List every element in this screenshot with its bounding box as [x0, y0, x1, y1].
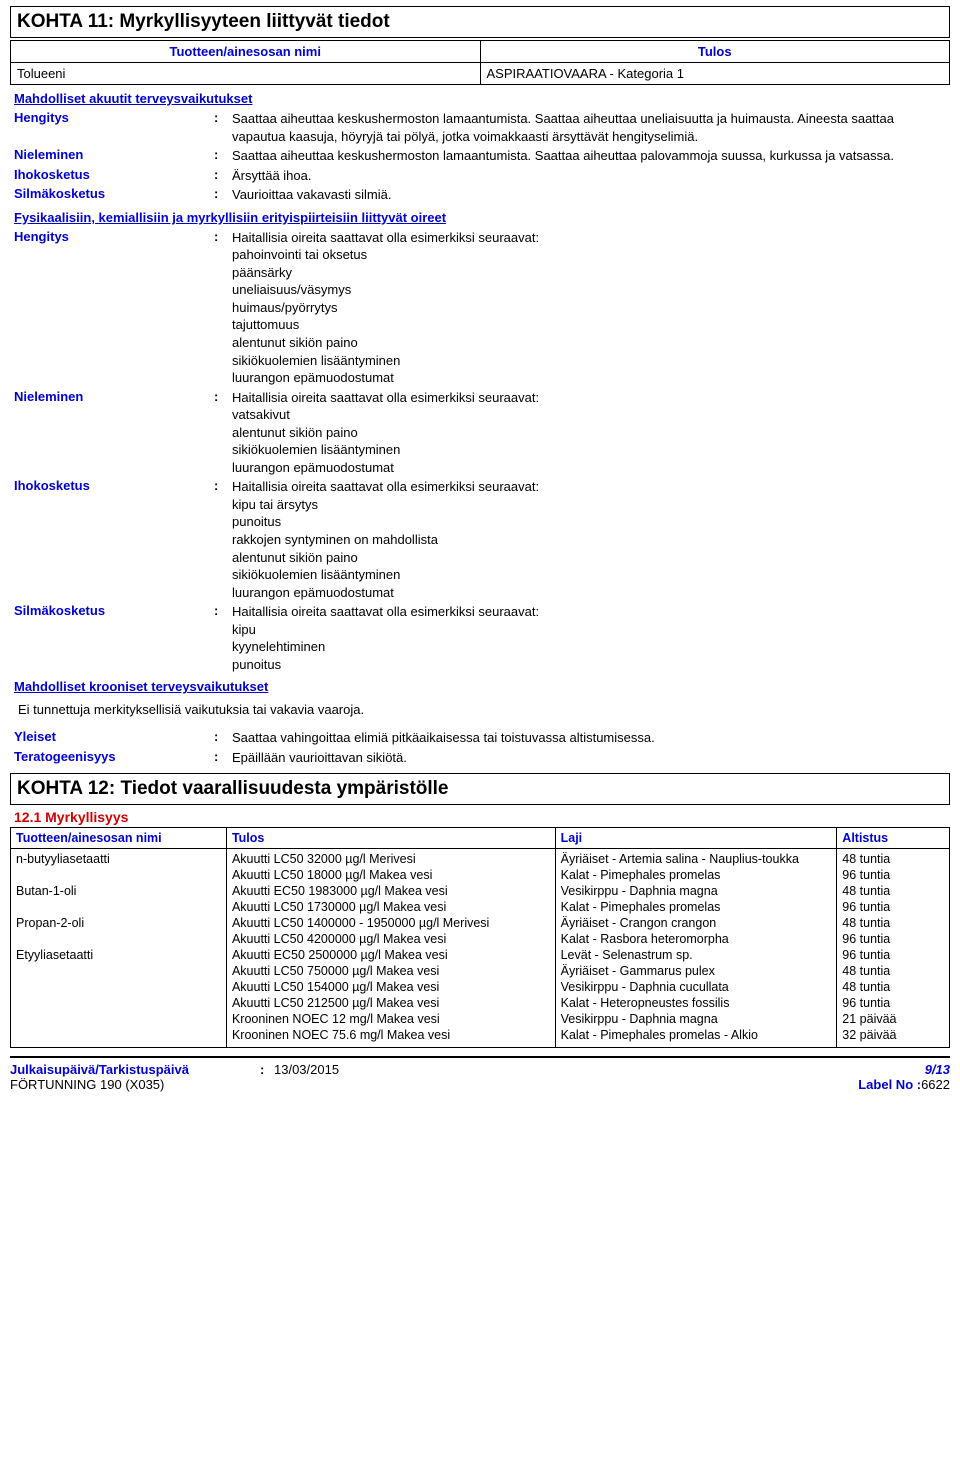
symptom-line: rakkojen syntyminen on mahdollista — [232, 531, 950, 549]
symp-nieleminen-label: Nieleminen — [14, 389, 214, 404]
acute-nieleminen-row: Nieleminen : Saattaa aiheuttaa keskusher… — [10, 147, 950, 165]
teratogeenisyys-row: Teratogeenisyys : Epäillään vaurioittava… — [10, 749, 950, 767]
symptom-line: kipu — [232, 621, 950, 639]
symp-nieleminen-row: Nieleminen : Haitallisia oireita saattav… — [10, 389, 950, 477]
symptom-line: alentunut sikiön paino — [232, 334, 950, 352]
footer-labelno-label: Label No : — [858, 1077, 921, 1092]
yleiset-value: Saattaa vahingoittaa elimiä pitkäaikaise… — [232, 729, 950, 747]
section-12-1-heading: 12.1 Myrkyllisyys — [14, 809, 950, 825]
symptom-line: Haitallisia oireita saattavat olla esime… — [232, 478, 950, 496]
symp-nieleminen-value: Haitallisia oireita saattavat olla esime… — [232, 389, 950, 477]
section-11-subtable: Tuotteen/ainesosan nimi Tulos Tolueeni A… — [10, 40, 950, 85]
symp-silmakosketus-row: Silmäkosketus : Haitallisia oireita saat… — [10, 603, 950, 673]
symptom-line: Haitallisia oireita saattavat olla esime… — [232, 229, 950, 247]
symptom-line: kipu tai ärsytys — [232, 496, 950, 514]
colon: : — [214, 110, 232, 125]
colon: : — [214, 478, 232, 493]
acute-ihokosketus-value: Ärsyttää ihoa. — [232, 167, 950, 185]
colon: : — [214, 186, 232, 201]
symptom-line: sikiökuolemien lisääntyminen — [232, 566, 950, 584]
colon: : — [214, 147, 232, 162]
colon: : — [214, 229, 232, 244]
colon: : — [214, 729, 232, 744]
acute-silmakosketus-row: Silmäkosketus : Vaurioittaa vakavasti si… — [10, 186, 950, 204]
section-11-header: KOHTA 11: Myrkyllisyyteen liittyvät tied… — [10, 6, 950, 38]
eco-col-exposure: Altistus — [837, 827, 950, 848]
acute-heading: Mahdolliset akuutit terveysvaikutukset — [14, 91, 950, 106]
eco-table: Tuotteen/ainesosan nimi Tulos Laji Altis… — [10, 827, 950, 1048]
eco-col-name: Tuotteen/ainesosan nimi — [11, 827, 227, 848]
symptom-line: luurangon epämuodostumat — [232, 584, 950, 602]
symptom-line: huimaus/pyörrytys — [232, 299, 950, 317]
yleiset-label: Yleiset — [14, 729, 214, 744]
colon: : — [214, 603, 232, 618]
eco-exposure-cell: 48 tuntia96 tuntia48 tuntia96 tuntia48 t… — [837, 848, 950, 1047]
symp-silmakosketus-label: Silmäkosketus — [14, 603, 214, 618]
symp-hengitys-value: Haitallisia oireita saattavat olla esime… — [232, 229, 950, 387]
footer-product: FÖRTUNNING 190 (X035) — [10, 1077, 339, 1092]
eco-col-species: Laji — [555, 827, 837, 848]
symptom-line: vatsakivut — [232, 406, 950, 424]
symp-silmakosketus-value: Haitallisia oireita saattavat olla esime… — [232, 603, 950, 673]
symptom-line: Haitallisia oireita saattavat olla esime… — [232, 389, 950, 407]
symp-ihokosketus-value: Haitallisia oireita saattavat olla esime… — [232, 478, 950, 601]
acute-hengitys-row: Hengitys : Saattaa aiheuttaa keskushermo… — [10, 110, 950, 145]
symptom-line: sikiökuolemien lisääntyminen — [232, 441, 950, 459]
symptom-line: päänsärky — [232, 264, 950, 282]
symp-ihokosketus-row: Ihokosketus : Haitallisia oireita saatta… — [10, 478, 950, 601]
yleiset-row: Yleiset : Saattaa vahingoittaa elimiä pi… — [10, 729, 950, 747]
row1-result: ASPIRAATIOVAARA - Kategoria 1 — [480, 63, 950, 85]
symptom-line: punoitus — [232, 513, 950, 531]
section-12-header: KOHTA 12: Tiedot vaarallisuudesta ympäri… — [10, 773, 950, 805]
teratogeenisyys-value: Epäillään vaurioittavan sikiötä. — [232, 749, 950, 767]
teratogeenisyys-label: Teratogeenisyys — [14, 749, 214, 764]
row1-name: Tolueeni — [11, 63, 481, 85]
colon: : — [214, 749, 232, 764]
eco-species-cell: Äyriäiset - Artemia salina - Nauplius-to… — [555, 848, 837, 1047]
col-name-header: Tuotteen/ainesosan nimi — [11, 41, 481, 63]
symptom-line: tajuttomuus — [232, 316, 950, 334]
symptom-line: luurangon epämuodostumat — [232, 369, 950, 387]
symp-hengitys-row: Hengitys : Haitallisia oireita saattavat… — [10, 229, 950, 387]
eco-result-cell: Akuutti LC50 32000 µg/l MerivesiAkuutti … — [226, 848, 555, 1047]
colon: : — [214, 167, 232, 182]
col-result-header: Tulos — [480, 41, 950, 63]
footer-date-label: Julkaisupäivä/Tarkistuspäivä — [10, 1062, 260, 1077]
symptom-line: Haitallisia oireita saattavat olla esime… — [232, 603, 950, 621]
chronic-note: Ei tunnettuja merkityksellisiä vaikutuks… — [10, 698, 950, 721]
symp-hengitys-label: Hengitys — [14, 229, 214, 244]
acute-silmakosketus-label: Silmäkosketus — [14, 186, 214, 201]
acute-ihokosketus-row: Ihokosketus : Ärsyttää ihoa. — [10, 167, 950, 185]
symp-ihokosketus-label: Ihokosketus — [14, 478, 214, 493]
symptom-line: alentunut sikiön paino — [232, 424, 950, 442]
symptom-line: pahoinvointi tai oksetus — [232, 246, 950, 264]
acute-nieleminen-value: Saattaa aiheuttaa keskushermoston lamaan… — [232, 147, 950, 165]
colon: : — [214, 389, 232, 404]
symptom-line: punoitus — [232, 656, 950, 674]
symptom-line: sikiökuolemien lisääntyminen — [232, 352, 950, 370]
footer-date-colon: : — [260, 1062, 274, 1077]
acute-hengitys-value: Saattaa aiheuttaa keskushermoston lamaan… — [232, 110, 950, 145]
symptom-line: alentunut sikiön paino — [232, 549, 950, 567]
eco-col-result: Tulos — [226, 827, 555, 848]
acute-nieleminen-label: Nieleminen — [14, 147, 214, 162]
footer-date-value: 13/03/2015 — [274, 1062, 339, 1077]
acute-silmakosketus-value: Vaurioittaa vakavasti silmiä. — [232, 186, 950, 204]
symptom-line: uneliaisuus/väsymys — [232, 281, 950, 299]
acute-ihokosketus-label: Ihokosketus — [14, 167, 214, 182]
symptom-line: luurangon epämuodostumat — [232, 459, 950, 477]
symptom-line: kyynelehtiminen — [232, 638, 950, 656]
footer-labelno-value: 6622 — [921, 1077, 950, 1092]
chronic-heading: Mahdolliset krooniset terveysvaikutukset — [14, 679, 950, 694]
page-footer: Julkaisupäivä/Tarkistuspäivä : 13/03/201… — [10, 1056, 950, 1092]
footer-page: 9/13 — [858, 1062, 950, 1077]
acute-hengitys-label: Hengitys — [14, 110, 214, 125]
eco-name-cell: n-butyyliasetaattiButan-1-oliPropan-2-ol… — [11, 848, 227, 1047]
symptoms-heading: Fysikaalisiin, kemiallisiin ja myrkyllis… — [14, 210, 950, 225]
